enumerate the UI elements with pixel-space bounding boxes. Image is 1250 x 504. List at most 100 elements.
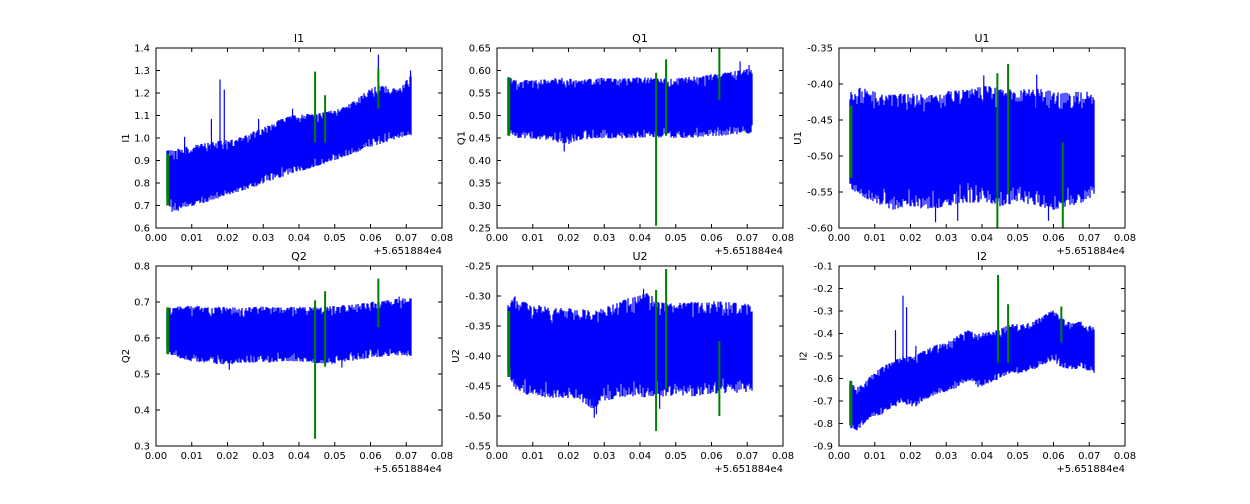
y-tick-label: -0.55 — [465, 442, 491, 453]
x-tick-label: 0.07 — [395, 233, 417, 244]
y-axis-label: U1 — [793, 131, 804, 145]
x-tick-label: 0.02 — [216, 451, 238, 462]
y-tick-label: 0.50 — [469, 111, 491, 122]
y-tick-label: -0.60 — [807, 224, 833, 235]
x-tick-label: 0.05 — [324, 451, 346, 462]
x-tick-label: 0.03 — [593, 233, 615, 244]
x-tick-label: 0.08 — [772, 451, 794, 462]
y-axis-label: I2 — [799, 351, 810, 360]
x-axis-offset-label: +5.651884e4 — [1056, 464, 1125, 475]
y-tick-label: 0.6 — [134, 334, 150, 345]
y-tick-label: 0.6 — [134, 224, 150, 235]
subplot-title: Q1 — [632, 32, 648, 45]
y-axis-label: I1 — [121, 133, 132, 142]
x-tick-label: 0.07 — [1078, 233, 1100, 244]
x-tick-label: 0.05 — [665, 233, 687, 244]
signal-band — [507, 293, 753, 409]
subplot-i1: 0.00 0.01 0.02 0.03 0.04 0.05 0.06 0.07 0.08 0.6 0… — [121, 32, 453, 257]
x-axis-offset-label: +5.651884e4 — [714, 464, 783, 475]
x-tick-label: 0.06 — [700, 233, 722, 244]
y-tick-label: -0.35 — [465, 322, 491, 333]
x-tick-label: 0.03 — [252, 451, 274, 462]
x-tick-label: 0.05 — [1007, 233, 1029, 244]
x-tick-label: 0.05 — [665, 451, 687, 462]
x-tick-label: 0.07 — [736, 451, 758, 462]
x-tick-label: 0.08 — [431, 451, 453, 462]
x-tick-label: 0.08 — [772, 233, 794, 244]
x-tick-label: 0.08 — [431, 233, 453, 244]
subplot-i2: 0.00 0.01 0.02 0.03 0.04 0.05 0.06 0.07 0.08 -0.9… — [799, 250, 1137, 475]
y-tick-label: 0.5 — [134, 370, 150, 381]
y-tick-label: 0.60 — [469, 66, 491, 77]
x-tick-label: 0.00 — [486, 233, 508, 244]
y-tick-label: 1.0 — [134, 134, 150, 145]
x-tick-label: 0.03 — [252, 233, 274, 244]
y-tick-label: 1.2 — [134, 89, 150, 100]
subplot-q1: 0.00 0.01 0.02 0.03 0.04 0.05 0.06 0.07 0.08 0.25… — [457, 32, 795, 257]
subplot-u2: 0.00 0.01 0.02 0.03 0.04 0.05 0.06 0.07 0.08 -0.5… — [451, 250, 794, 475]
y-tick-label: -0.40 — [807, 80, 833, 91]
y-tick-label: 1.3 — [134, 66, 150, 77]
y-tick-label: -0.30 — [465, 292, 491, 303]
x-tick-label: 0.01 — [181, 451, 203, 462]
y-tick-label: -0.5 — [813, 352, 833, 363]
x-tick-label: 0.02 — [557, 451, 579, 462]
y-tick-label: 0.40 — [469, 156, 491, 167]
y-tick-label: -0.6 — [813, 374, 833, 385]
y-tick-label: 1.4 — [134, 44, 150, 55]
y-tick-label: -0.55 — [807, 188, 833, 199]
y-tick-label: 0.9 — [134, 156, 150, 167]
x-tick-label: 0.00 — [145, 233, 167, 244]
x-tick-label: 0.00 — [145, 451, 167, 462]
subplot-title: U1 — [974, 32, 989, 45]
x-tick-label: 0.04 — [971, 451, 993, 462]
subplot-title: I1 — [294, 32, 304, 45]
y-axis-label: U2 — [451, 349, 462, 363]
y-tick-label: 0.7 — [134, 201, 150, 212]
x-tick-label: 0.06 — [359, 233, 381, 244]
x-tick-label: 0.08 — [1114, 451, 1136, 462]
x-tick-label: 0.01 — [864, 233, 886, 244]
y-tick-label: 0.8 — [134, 262, 150, 273]
x-tick-label: 0.02 — [557, 233, 579, 244]
y-tick-label: -0.7 — [813, 397, 833, 408]
y-tick-label: 0.3 — [134, 442, 150, 453]
y-axis-label: Q1 — [457, 131, 468, 145]
y-tick-label: -0.25 — [465, 262, 491, 273]
x-tick-label: 0.00 — [828, 233, 850, 244]
y-tick-label: 1.1 — [134, 111, 150, 122]
y-axis-label: Q2 — [121, 349, 132, 363]
subplot-title: U2 — [632, 250, 647, 263]
y-tick-label: 0.8 — [134, 179, 150, 190]
x-tick-label: 0.04 — [971, 233, 993, 244]
x-tick-label: 0.02 — [899, 451, 921, 462]
y-tick-label: 0.7 — [134, 298, 150, 309]
y-tick-label: 0.30 — [469, 201, 491, 212]
y-tick-label: 0.45 — [469, 134, 491, 145]
subplot-title: I2 — [977, 250, 987, 263]
x-tick-label: 0.04 — [629, 233, 651, 244]
x-tick-label: 0.07 — [736, 233, 758, 244]
x-tick-label: 0.03 — [935, 233, 957, 244]
subplot-u1: 0.00 0.01 0.02 0.03 0.04 0.05 0.06 0.07 0.08 -0.6… — [793, 32, 1136, 257]
subplot-title: Q2 — [291, 250, 307, 263]
x-axis-offset-label: +5.651884e4 — [1056, 246, 1125, 257]
x-tick-label: 0.01 — [522, 451, 544, 462]
x-axis-offset-label: +5.651884e4 — [714, 246, 783, 257]
y-tick-label: -0.9 — [813, 442, 833, 453]
x-tick-label: 0.08 — [1114, 233, 1136, 244]
x-tick-label: 0.06 — [1042, 233, 1064, 244]
x-tick-label: 0.03 — [935, 451, 957, 462]
x-tick-label: 0.05 — [324, 233, 346, 244]
y-tick-label: -0.1 — [813, 262, 833, 273]
x-tick-label: 0.04 — [288, 451, 310, 462]
x-tick-label: 0.00 — [828, 451, 850, 462]
y-tick-label: -0.45 — [465, 382, 491, 393]
y-tick-label: 0.35 — [469, 179, 491, 190]
x-tick-label: 0.04 — [629, 451, 651, 462]
y-tick-label: -0.50 — [465, 412, 491, 423]
x-tick-label: 0.01 — [522, 233, 544, 244]
subplot-q2: 0.00 0.01 0.02 0.03 0.04 0.05 0.06 0.07 0.08 0.3 0… — [121, 250, 453, 475]
y-tick-label: 0.4 — [134, 406, 150, 417]
